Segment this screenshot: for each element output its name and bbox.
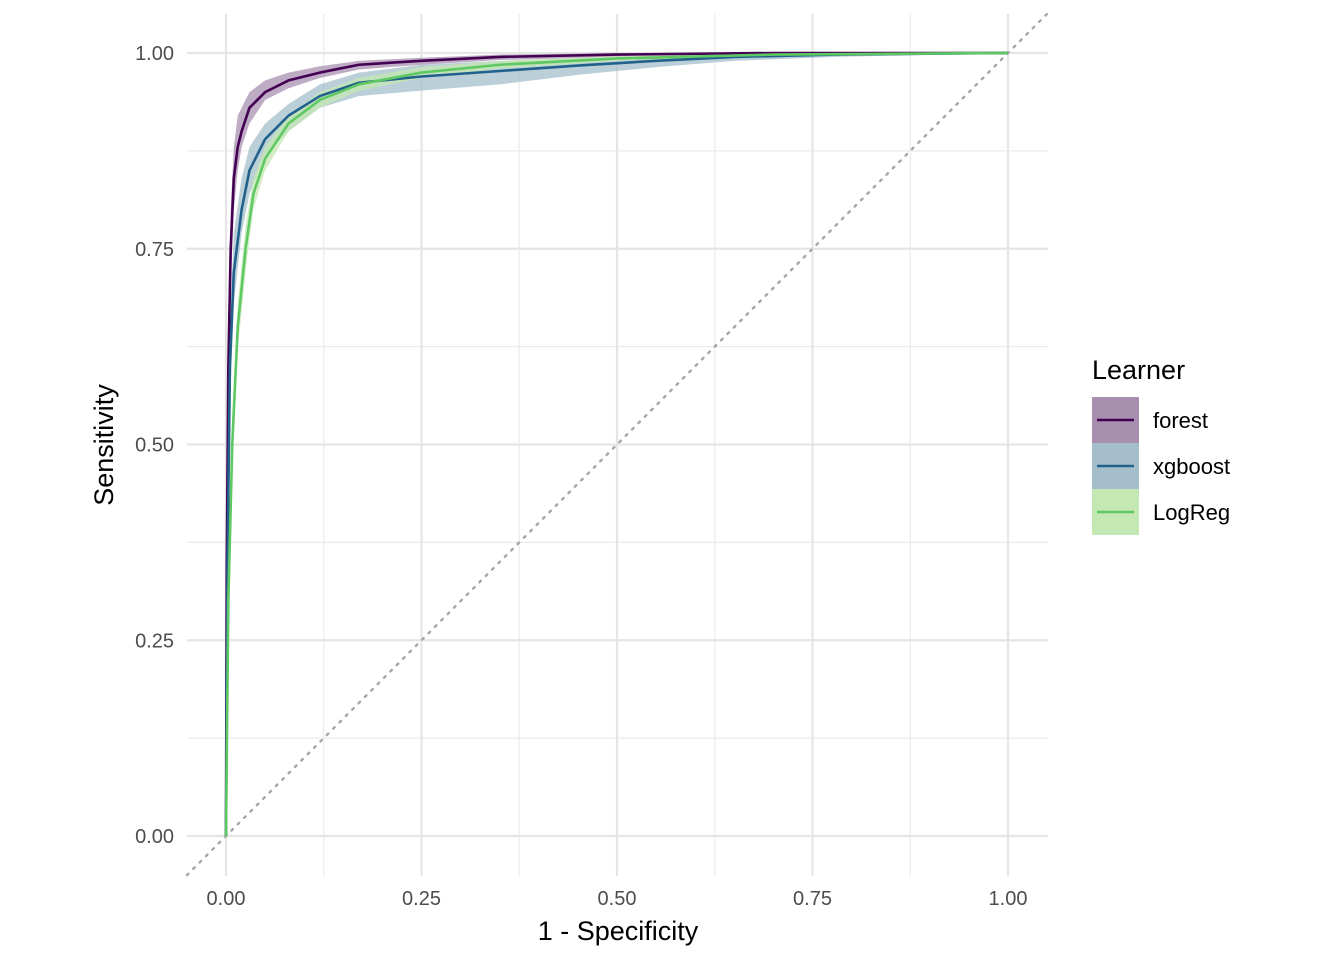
x-tick-label: 0.50: [598, 888, 637, 910]
legend-title: Learner: [1092, 355, 1185, 385]
roc-curves: [224, 51, 1009, 837]
x-tick-label: 0.25: [402, 888, 441, 910]
x-tick-label: 0.00: [207, 888, 246, 910]
y-tick-label: 1.00: [135, 43, 174, 65]
y-tick-label: 0.00: [135, 826, 174, 848]
legend-label-forest: forest: [1153, 408, 1208, 433]
x-axis-title: 1 - Specificity: [538, 916, 699, 946]
legend-label-logreg: LogReg: [1153, 500, 1230, 525]
x-tick-label: 0.75: [793, 888, 832, 910]
roc-line-logreg: [224, 51, 1009, 837]
y-tick-label: 0.25: [135, 630, 174, 652]
tick-labels: 0.00 0.25 0.50 0.75 1.00 0.00 0.25 0.50 0.75 1.00: [135, 43, 1027, 910]
roc-line-xgboost: [224, 51, 1009, 837]
y-axis-title: Sensitivity: [89, 384, 119, 506]
roc-line-forest: [224, 51, 1008, 837]
y-tick-label: 0.50: [135, 435, 174, 457]
legend: Learner forest xgboost LogReg: [1092, 355, 1230, 535]
x-tick-label: 1.00: [989, 888, 1028, 910]
legend-label-xgboost: xgboost: [1153, 454, 1230, 479]
y-tick-label: 0.75: [135, 239, 174, 261]
